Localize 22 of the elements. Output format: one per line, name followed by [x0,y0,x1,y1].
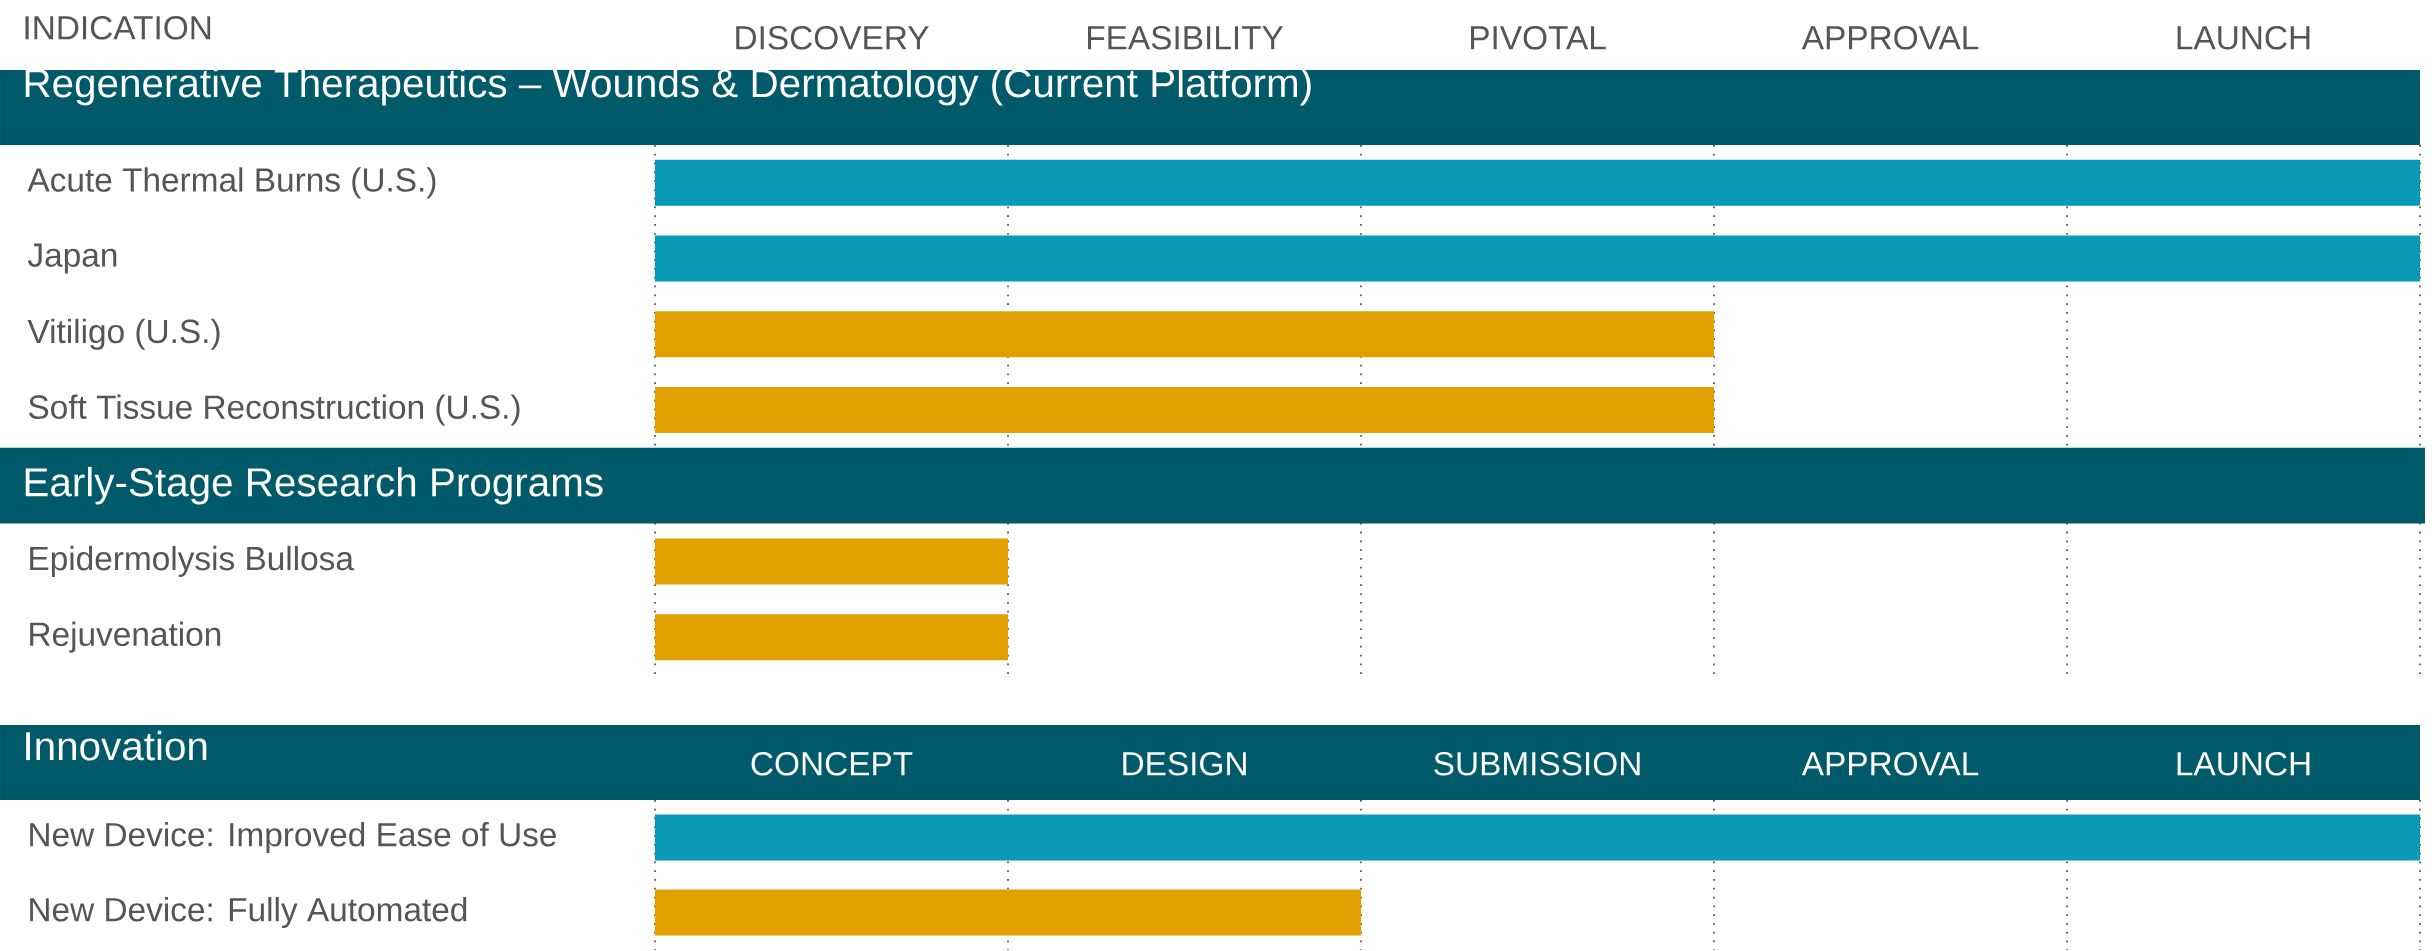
text: CONCEPT [751,752,913,776]
y-tick-label: Rejuvenation [30,621,221,653]
text: FEASIBILITY [1088,26,1284,50]
y-tick-label: New Device: Fully Automated [30,896,467,929]
band-label: Early-Stage Research Programs [25,466,603,505]
y-tick-label: Epidermolysis Bullosa [30,545,354,578]
y-axis-title: INDICATION [25,16,211,40]
y-tick-label: Soft Tissue Reconstruction (U.S.) [28,394,520,426]
text: LAUNCH [2177,26,2310,50]
y-tick-label: Japan [27,243,117,274]
text: APPROVAL [1801,752,1979,776]
y-tick-label: Vitiligo (U.S.) [27,318,220,350]
text: Innovation [26,730,207,761]
y-tick-label: New Device: Improved Ease of Use [30,821,556,854]
chart-title: Regenerative Therapeutics – Wounds & Dermatology (Current Platform) [25,67,1311,106]
text: SUBMISSION [1434,752,1640,776]
y-tick-label: Acute Thermal Burns (U.S.) [27,167,436,199]
text: DESIGN [1123,752,1246,776]
text: APPROVAL [1801,26,1979,50]
text: DISCOVERY [736,26,929,50]
text: LAUNCH [2177,752,2310,776]
text: PIVOTAL [1471,26,1606,50]
